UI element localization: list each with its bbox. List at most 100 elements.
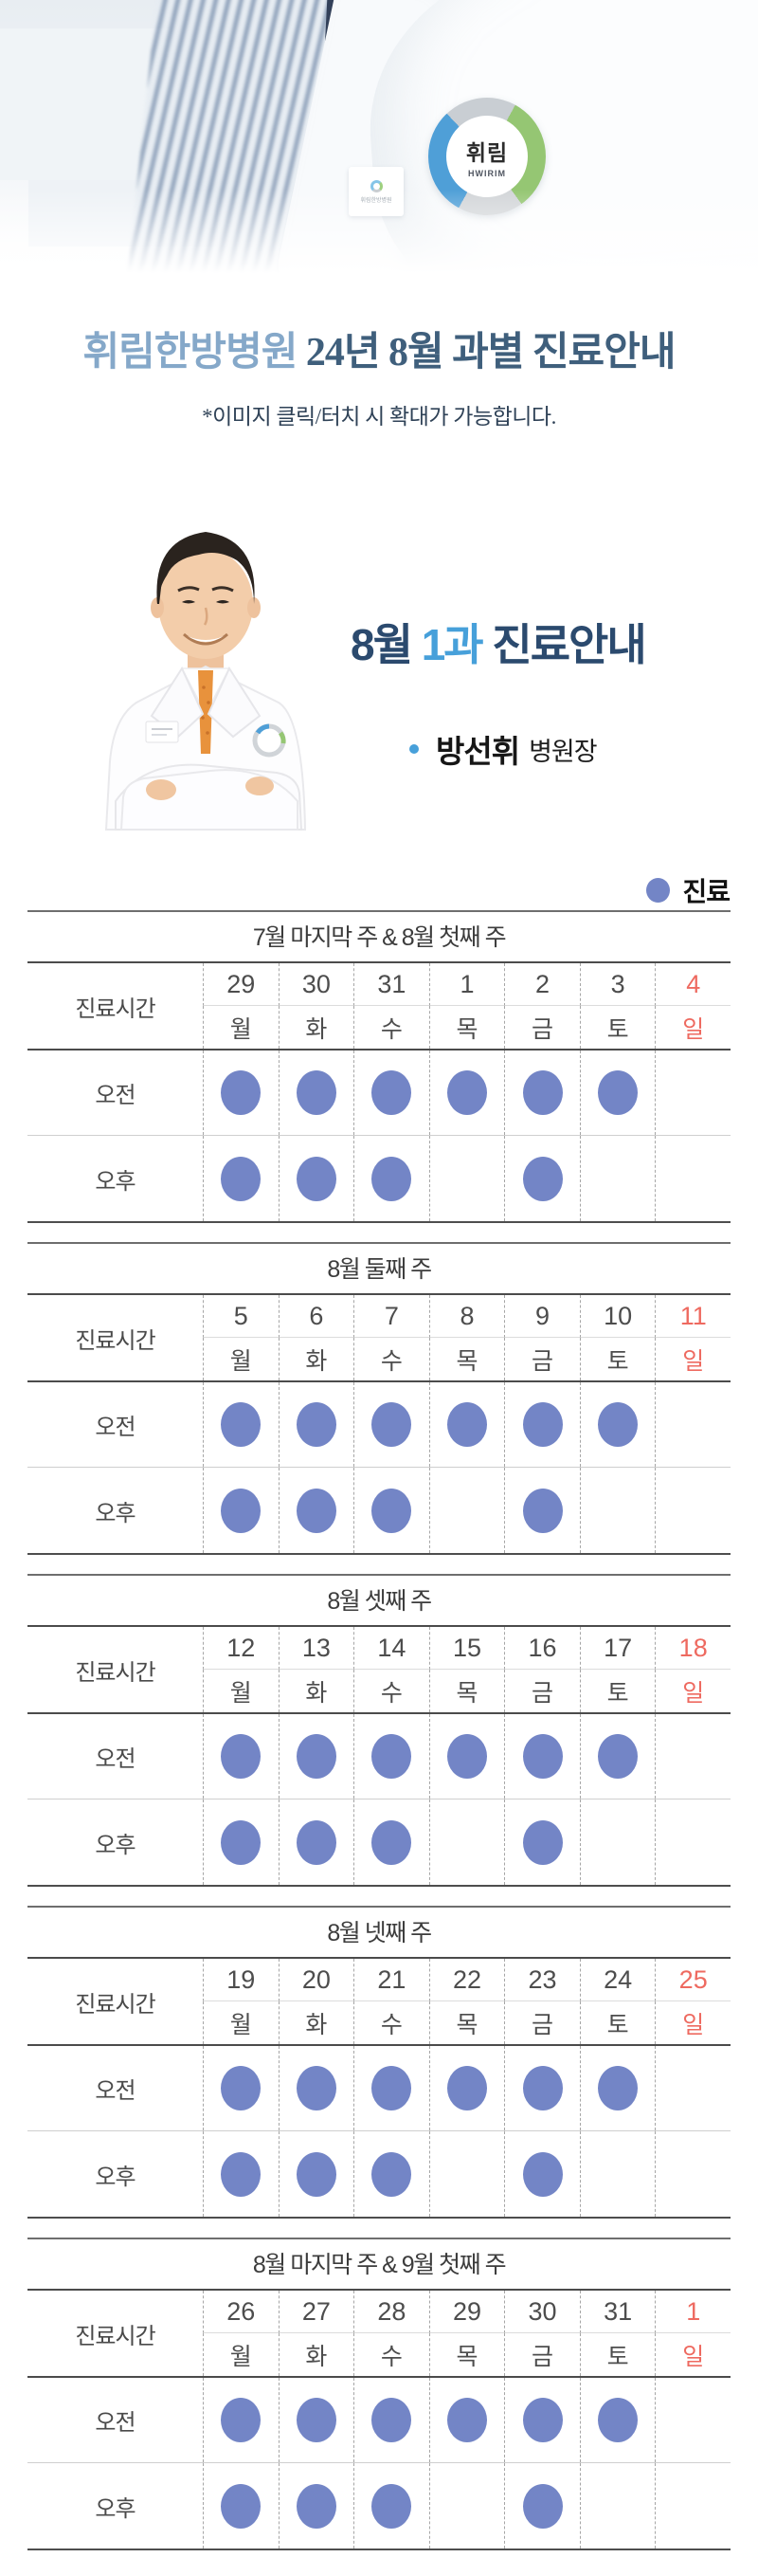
day-cell: 월	[203, 2001, 279, 2044]
time-column-label: 진료시간	[75, 996, 155, 1022]
date-cell: 10	[579, 1295, 656, 1338]
day-cell: 금	[504, 2001, 580, 2044]
date-cell: 28	[353, 2291, 429, 2333]
clinic-open-cell	[504, 1136, 580, 1221]
doctor-name: 방선휘	[436, 734, 520, 769]
clinic-dot	[598, 2398, 639, 2442]
clinic-dot	[296, 2066, 336, 2110]
day-cell: 일	[655, 2001, 731, 2044]
doctor-job-title: 병원장	[529, 737, 598, 766]
clinic-open-cell	[579, 1050, 656, 1135]
week-table: 진료시간 26 27 28 29 30 31 1 월 화 수 목 금 토 일 오전 오후	[27, 2289, 731, 2549]
date-cell: 3	[579, 963, 656, 1006]
clinic-closed-cell	[579, 2463, 656, 2549]
badge-korean-text: 휘림	[465, 140, 509, 165]
table-header: 진료시간 5 6 7 8 9 10 11 월 화 수 목 금 토 일	[27, 1295, 731, 1382]
clinic-dot	[296, 1819, 336, 1865]
am-row-label: 오전	[95, 1415, 135, 1440]
department-info: 8월 1과 진료안내 방선휘 병원장	[351, 512, 647, 834]
clinic-closed-cell	[655, 1714, 731, 1799]
clinic-open-cell	[278, 1050, 354, 1135]
week-table: 진료시간 19 20 21 22 23 24 25 월 화 수 목 금 토 일 오전 오후	[27, 1957, 731, 2217]
clinic-open-cell	[428, 2046, 505, 2130]
date-cell: 19	[203, 1959, 279, 2001]
clinic-open-cell	[353, 2131, 429, 2217]
clinic-dot	[522, 1070, 563, 1115]
date-cell: 29	[203, 963, 279, 1006]
clinic-open-cell	[203, 1050, 279, 1135]
week-schedule-section: 8월 셋째 주 진료시간 12 13 14 15 16 17 18 월 화 수 목 금 토 일 오전 오후	[27, 1574, 731, 1887]
clinic-open-cell	[353, 1382, 429, 1467]
week-title: 8월 셋째 주	[327, 1588, 432, 1615]
clinic-dot-icon	[646, 878, 671, 903]
clinic-dot	[296, 1070, 336, 1115]
date-cell: 29	[428, 2291, 505, 2333]
clinic-open-cell	[428, 2378, 505, 2462]
legend: 진료	[0, 876, 758, 906]
clinic-open-cell	[278, 2046, 354, 2130]
clinic-open-cell	[579, 1714, 656, 1799]
clinic-dot	[296, 2151, 336, 2197]
day-cell: 토	[579, 2333, 656, 2376]
week-table: 진료시간 12 13 14 15 16 17 18 월 화 수 목 금 토 일 오전 오후	[27, 1625, 731, 1885]
date-cell: 30	[278, 963, 354, 1006]
week-schedule-section: 7월 마지막 주 & 8월 첫째 주 진료시간 29 30 31 1 2 3 4 월 화 수 목 금 토…	[27, 910, 731, 1223]
clinic-open-cell	[278, 2131, 354, 2217]
clinic-dot	[221, 2483, 262, 2529]
clinic-dot	[522, 1488, 563, 1533]
clinic-closed-cell	[655, 2046, 731, 2130]
date-cell: 31	[353, 963, 429, 1006]
clinic-dot	[296, 1488, 336, 1533]
clinic-open-cell	[203, 1800, 279, 1885]
date-cell: 31	[579, 2291, 656, 2333]
clinic-dot	[446, 2066, 487, 2110]
table-header: 진료시간 19 20 21 22 23 24 25 월 화 수 목 금 토 일	[27, 1959, 731, 2046]
clinic-dot	[598, 1734, 639, 1779]
time-column-label: 진료시간	[75, 1327, 155, 1354]
clinic-dot	[371, 2483, 412, 2529]
day-cell: 금	[504, 2333, 580, 2376]
clinic-closed-cell	[579, 1800, 656, 1885]
clinic-closed-cell	[579, 1468, 656, 1553]
clinic-closed-cell	[655, 2463, 731, 2549]
badge-english-text: HWIRIM	[468, 169, 506, 178]
am-row: 오전	[27, 1714, 731, 1800]
clinic-open-cell	[428, 1050, 505, 1135]
clinic-dot	[221, 1156, 262, 1201]
clinic-dot	[221, 1819, 262, 1865]
time-column-label: 진료시간	[75, 1991, 155, 2018]
clinic-open-cell	[278, 1136, 354, 1221]
am-row: 오전	[27, 1050, 731, 1136]
date-cell: 13	[278, 1627, 354, 1670]
clinic-dot	[522, 1819, 563, 1865]
clinic-open-cell	[278, 1800, 354, 1885]
clinic-dot	[221, 1070, 262, 1115]
heading-department-number: 1과	[421, 620, 484, 669]
clinic-open-cell	[353, 1050, 429, 1135]
day-cell: 금	[504, 1670, 580, 1712]
date-cell: 24	[579, 1959, 656, 2001]
legend-label: 진료	[682, 877, 731, 906]
clinic-open-cell	[203, 2046, 279, 2130]
table-header: 진료시간 12 13 14 15 16 17 18 월 화 수 목 금 토 일	[27, 1627, 731, 1714]
date-cell: 11	[655, 1295, 731, 1338]
heading-month: 8월	[351, 620, 422, 669]
clinic-closed-cell	[655, 2378, 731, 2462]
clinic-open-cell	[203, 2463, 279, 2549]
clinic-open-cell	[278, 1468, 354, 1553]
pm-row-label: 오후	[95, 1500, 135, 1526]
clinic-dot	[446, 1070, 487, 1115]
date-cell: 30	[504, 2291, 580, 2333]
clinic-open-cell	[203, 1382, 279, 1467]
clinic-dot	[371, 1402, 412, 1447]
date-cell: 9	[504, 1295, 580, 1338]
clinic-open-cell	[353, 1468, 429, 1553]
clinic-dot	[221, 2151, 262, 2197]
day-cell: 금	[504, 1006, 580, 1049]
clinic-dot	[598, 1070, 639, 1115]
am-row-label: 오전	[95, 1083, 135, 1108]
clinic-closed-cell	[655, 1136, 731, 1221]
clinic-dot	[296, 2398, 336, 2442]
clinic-closed-cell	[579, 1136, 656, 1221]
